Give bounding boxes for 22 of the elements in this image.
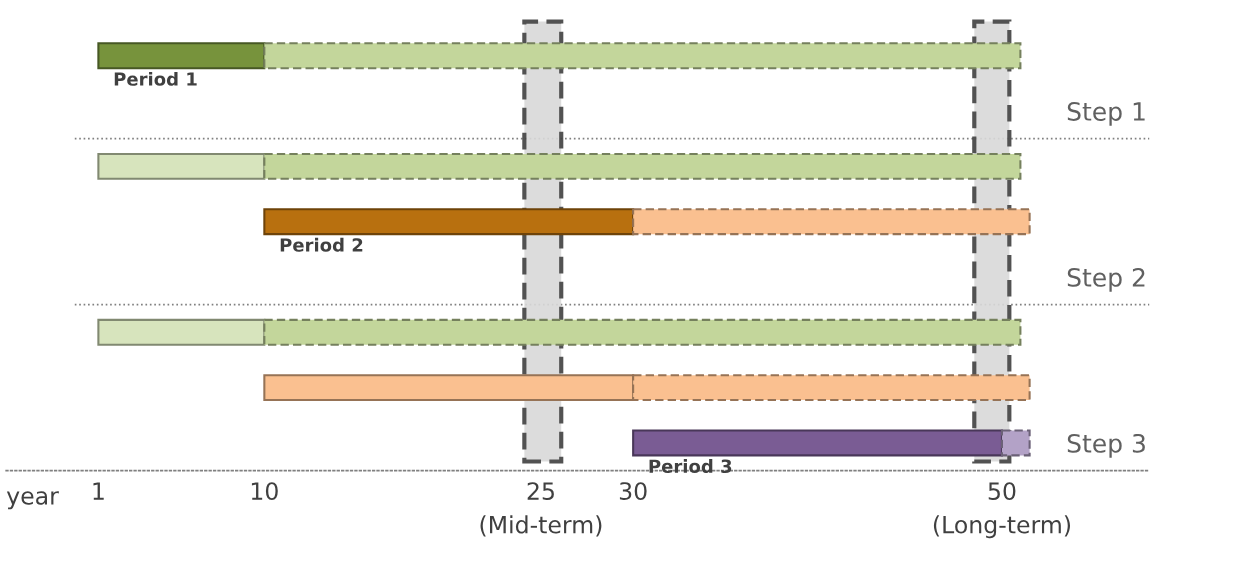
series-label: Period 2 [280,237,363,252]
bar [97,42,266,70]
series-label: Period 3 [649,459,732,474]
y-tick-label: Step 1 [1067,101,1145,126]
series-label: Period 1 [114,71,197,86]
bar [632,429,1003,457]
x-tick-label: 1 [93,482,104,500]
y-tick-label: Step 2 [1067,267,1145,292]
x-axis-title: year [6,491,59,510]
x-tick-label: 50 (Long-term) [933,482,1071,539]
x-tick-label: 30 [619,482,647,500]
x-tick-label: 10 [251,482,278,500]
bar [1000,429,1031,457]
y-tick-label: Step 3 [1067,433,1145,458]
bar [263,318,1022,346]
bar [632,208,1031,236]
bar [263,208,635,236]
bar [97,152,266,180]
bar [97,318,266,346]
x-tick-label: 25 (Mid-term) [480,482,602,537]
bar [263,152,1022,180]
bar [263,42,1022,70]
